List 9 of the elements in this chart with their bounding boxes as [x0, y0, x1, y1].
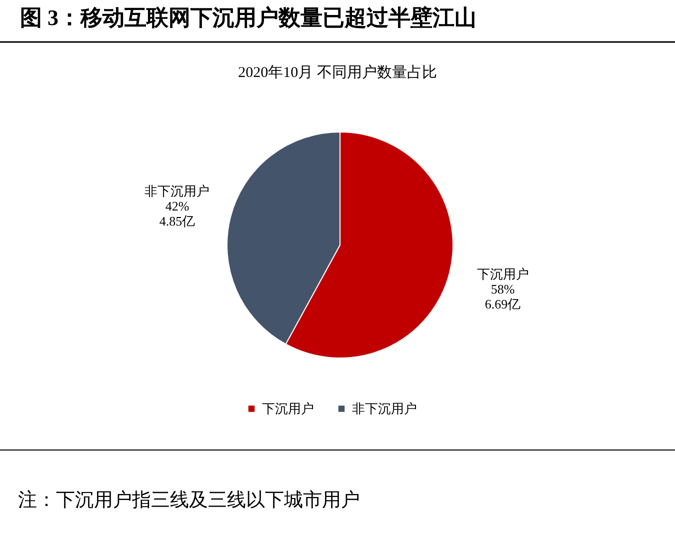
- data-label: 58% 6.69亿: [484, 282, 521, 312]
- legend-label: 非下沉用户: [352, 400, 417, 416]
- data-label: 42% 4.85亿: [159, 198, 196, 228]
- chart-subtitle: 2020年10月 不同用户数量占比: [238, 64, 437, 81]
- chart-title: 图 3：移动互联网下沉用户数量已超过半壁江山: [20, 5, 476, 30]
- slice-label: 下沉用户: [476, 266, 529, 282]
- slice-label: 非下沉用户: [144, 183, 210, 198]
- legend-label: 下沉用户: [262, 400, 314, 416]
- text: 注：下沉用户指三线及三线以下城市用户: [18, 489, 360, 511]
